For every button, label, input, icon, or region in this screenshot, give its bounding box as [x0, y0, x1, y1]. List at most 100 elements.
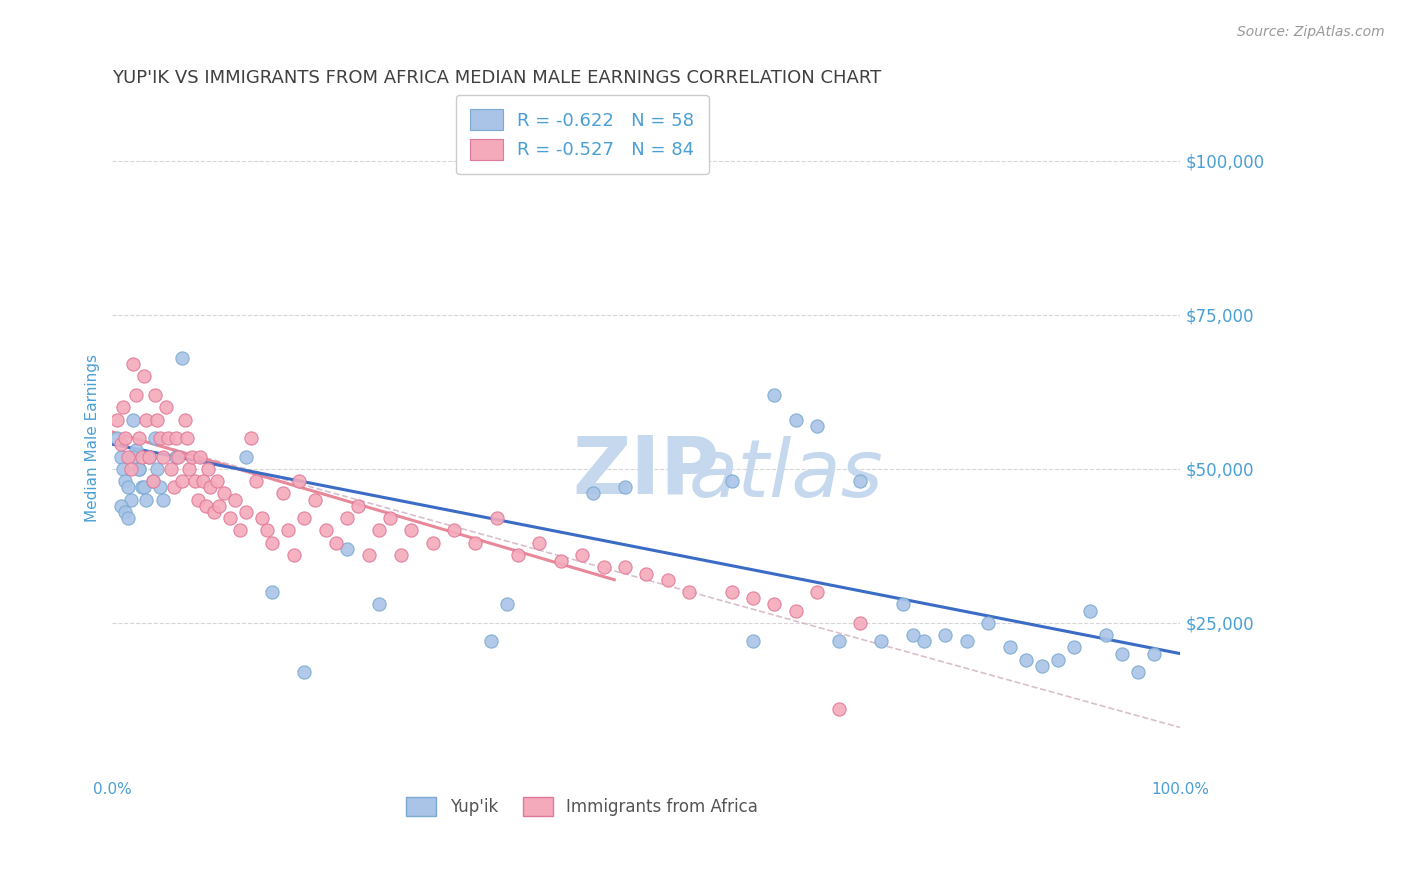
Point — [806, 418, 828, 433]
Point — [720, 474, 742, 488]
Point — [827, 634, 849, 648]
Point — [146, 462, 169, 476]
Point — [262, 535, 284, 549]
Point — [998, 640, 1021, 655]
Point — [785, 603, 807, 617]
Point — [806, 585, 828, 599]
Point — [592, 560, 614, 574]
Point — [245, 474, 267, 488]
Point — [128, 462, 150, 476]
Point — [785, 412, 807, 426]
Point — [336, 511, 359, 525]
Point — [934, 628, 956, 642]
Point — [131, 480, 153, 494]
Point — [218, 511, 240, 525]
Y-axis label: Median Male Earnings: Median Male Earnings — [86, 354, 100, 522]
Point — [111, 462, 134, 476]
Point — [283, 548, 305, 562]
Point — [294, 511, 316, 525]
Point — [422, 535, 444, 549]
Point — [110, 450, 132, 464]
Point — [138, 450, 160, 464]
Point — [143, 388, 166, 402]
Point — [613, 560, 636, 574]
Point — [134, 480, 156, 494]
Point — [131, 450, 153, 464]
Point — [111, 401, 134, 415]
Point — [173, 412, 195, 426]
Point — [827, 702, 849, 716]
Point — [1094, 628, 1116, 642]
Point — [170, 474, 193, 488]
Point — [107, 431, 129, 445]
Point — [288, 474, 311, 488]
Point — [891, 598, 914, 612]
Text: ZIP: ZIP — [572, 433, 720, 511]
Point — [235, 505, 257, 519]
Point — [464, 535, 486, 549]
Point — [107, 412, 129, 426]
Point — [117, 480, 139, 494]
Point — [1143, 647, 1166, 661]
Point — [912, 634, 935, 648]
Point — [177, 462, 200, 476]
Point — [636, 566, 658, 581]
Point — [176, 431, 198, 445]
Point — [479, 634, 502, 648]
Point — [678, 585, 700, 599]
Point — [152, 450, 174, 464]
Point — [135, 492, 157, 507]
Point — [142, 474, 165, 488]
Point — [191, 474, 214, 488]
Point — [240, 431, 263, 445]
Point — [114, 505, 136, 519]
Point — [1031, 659, 1053, 673]
Text: YUP'IK VS IMMIGRANTS FROM AFRICA MEDIAN MALE EARNINGS CORRELATION CHART: YUP'IK VS IMMIGRANTS FROM AFRICA MEDIAN … — [112, 69, 882, 87]
Point — [122, 450, 145, 464]
Point — [120, 492, 142, 507]
Point — [271, 486, 294, 500]
Point — [1111, 647, 1133, 661]
Point — [163, 480, 186, 494]
Point — [128, 462, 150, 476]
Point — [1126, 665, 1149, 680]
Point — [849, 474, 872, 488]
Point — [485, 511, 508, 525]
Point — [124, 443, 146, 458]
Point — [399, 524, 422, 538]
Point — [262, 585, 284, 599]
Point — [138, 450, 160, 464]
Point — [550, 554, 572, 568]
Point — [378, 511, 401, 525]
Point — [188, 450, 211, 464]
Point — [120, 462, 142, 476]
Point — [146, 412, 169, 426]
Point — [167, 450, 190, 464]
Point — [114, 474, 136, 488]
Point — [496, 598, 519, 612]
Point — [149, 480, 172, 494]
Text: Source: ZipAtlas.com: Source: ZipAtlas.com — [1237, 25, 1385, 39]
Point — [1014, 653, 1036, 667]
Point — [197, 462, 219, 476]
Point — [142, 474, 165, 488]
Point — [977, 615, 1000, 630]
Point — [357, 548, 380, 562]
Point — [202, 505, 225, 519]
Point — [110, 499, 132, 513]
Point — [763, 598, 786, 612]
Point — [165, 450, 187, 464]
Point — [184, 474, 207, 488]
Point — [134, 369, 156, 384]
Point — [124, 388, 146, 402]
Point — [256, 524, 278, 538]
Point — [368, 598, 391, 612]
Point — [870, 634, 893, 648]
Point — [571, 548, 593, 562]
Point — [742, 591, 765, 606]
Point — [582, 486, 605, 500]
Point — [149, 431, 172, 445]
Point — [613, 480, 636, 494]
Point — [195, 499, 218, 513]
Point — [657, 573, 679, 587]
